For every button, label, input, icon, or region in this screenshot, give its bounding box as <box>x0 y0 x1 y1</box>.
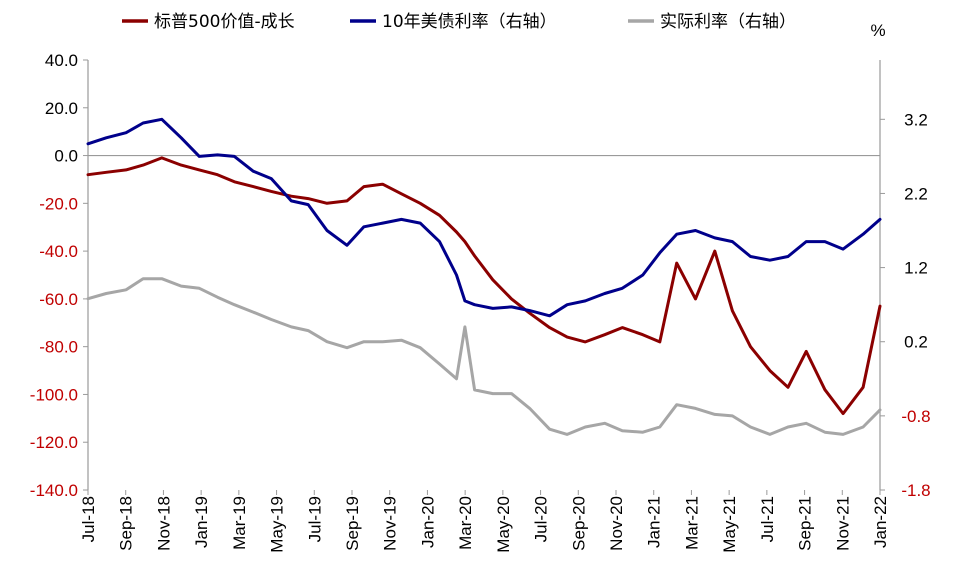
x-tick-label: Jul-19 <box>305 496 324 542</box>
x-tick-label: Mar-19 <box>230 496 249 550</box>
left-tick-label: 40.0 <box>45 51 78 70</box>
series-line-1 <box>86 117 882 318</box>
plot-area <box>86 117 882 436</box>
x-tick-label: Nov-21 <box>833 496 852 551</box>
left-tick-label: -20.0 <box>39 194 78 213</box>
right-tick-label: 3.2 <box>904 110 928 129</box>
left-tick-label: -60.0 <box>39 290 78 309</box>
x-tick-label: Jan-22 <box>871 496 890 548</box>
right-tick-label: 2.2 <box>904 184 928 203</box>
x-tick-label: Mar-20 <box>456 496 475 550</box>
legend: 标普500价值-成长 10年美债利率（右轴） 实际利率（右轴） <box>122 12 796 32</box>
x-tick-label: Jan-20 <box>418 496 437 548</box>
x-tick-label: Jan-21 <box>645 496 664 548</box>
legend-label-1: 10年美债利率（右轴） <box>382 12 557 32</box>
x-tick-label: May-21 <box>720 496 739 553</box>
left-tick-label: -100.0 <box>30 385 78 404</box>
x-tick-label: Jul-18 <box>79 496 98 542</box>
axes: 40.0 20.0 0.0 -20.0 -40.0 -60.0 -80.0 -100.0 -12… <box>30 51 931 553</box>
left-tick-label: -140.0 <box>30 481 78 500</box>
x-tick-label: Sep-21 <box>796 496 815 551</box>
right-tick-label: 0.2 <box>904 333 928 352</box>
right-tick-label: -0.8 <box>901 407 930 426</box>
x-tick-label: May-20 <box>494 496 513 553</box>
x-tick-label: Nov-18 <box>154 496 173 551</box>
series-line-0 <box>86 156 882 416</box>
x-tick-label: Sep-18 <box>117 496 136 551</box>
x-tick-label: Nov-20 <box>607 496 626 551</box>
left-tick-label: 0.0 <box>54 147 78 166</box>
series-line-2 <box>86 277 882 436</box>
x-tick-label: Jul-20 <box>532 496 551 542</box>
x-tick-label: Mar-21 <box>682 496 701 550</box>
x-tick-label: Nov-19 <box>381 496 400 551</box>
left-tick-label: -80.0 <box>39 338 78 357</box>
right-tick-label: -1.8 <box>901 481 930 500</box>
x-tick-label: May-19 <box>268 496 287 553</box>
x-tick-label: Sep-20 <box>569 496 588 551</box>
left-tick-label: -40.0 <box>39 242 78 261</box>
right-tick-label: 1.2 <box>904 259 928 278</box>
right-axis-unit: % <box>870 21 885 40</box>
left-tick-label: -120.0 <box>30 433 78 452</box>
legend-label-2: 实际利率（右轴） <box>660 12 796 32</box>
legend-label-0: 标普500价值-成长 <box>154 12 295 32</box>
x-tick-label: Jul-21 <box>758 496 777 542</box>
left-tick-label: 20.0 <box>45 99 78 118</box>
x-tick-label: Sep-19 <box>343 496 362 551</box>
x-tick-label: Jan-19 <box>192 496 211 548</box>
